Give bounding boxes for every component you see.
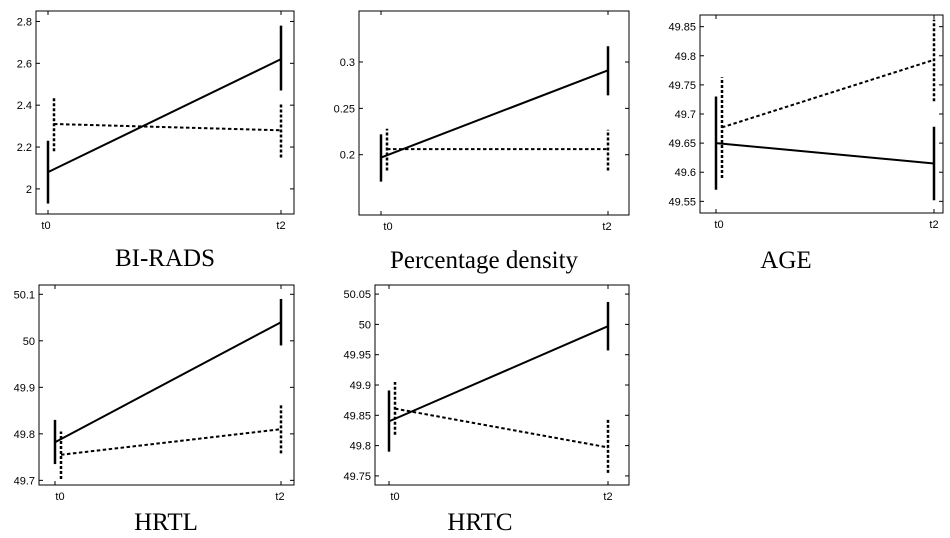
- chart-4-xtick-label: t0: [55, 491, 64, 503]
- chart-4-ytick-label: 49.9: [14, 382, 35, 394]
- chart-1-ytick-label: 2.4: [17, 100, 32, 112]
- chart-5-series-solid-line: [388, 325, 609, 423]
- chart-3-xtick-label: t2: [929, 219, 938, 231]
- chart-1-ytick-label: 2.6: [17, 58, 32, 70]
- chart-3-frame: [699, 14, 944, 214]
- chart-5-ytick-label: 49.85: [343, 410, 371, 422]
- chart-5-xtick-label: t0: [390, 491, 399, 503]
- chart-5-xtick-label: t2: [603, 491, 612, 503]
- chart-3: 49.55 49.6 49.65 49.7 49.75 49.8 49.85 t0 t2 AGE: [668, 14, 944, 274]
- chart-1-ytick-label: 2.2: [17, 142, 32, 154]
- chart-4-xtick-label: t2: [275, 491, 284, 503]
- chart-4-ytick-label: 49.7: [14, 475, 35, 487]
- chart-1-series-dashed-line: [53, 123, 282, 132]
- chart-4: 49.7 49.8 49.9 50 50.1 t0 t2 HRTL: [14, 284, 295, 536]
- chart-4-ytick-label: 49.8: [14, 429, 35, 441]
- chart-3-ytick-label: 49.85: [668, 22, 696, 34]
- chart-3-ytick-label: 49.8: [675, 51, 696, 63]
- chart-2-ytick-label: 0.3: [340, 57, 355, 69]
- chart-5-series-dashed-line: [394, 407, 609, 449]
- chart-5-title: HRTC: [447, 509, 512, 536]
- chart-1-ytick-label: 2: [26, 184, 32, 196]
- chart-2-xtick-label: t0: [383, 221, 392, 233]
- chart-4-series-dashed-line: [60, 428, 282, 456]
- chart-1-xtick-label: t2: [276, 220, 285, 232]
- chart-2-series-solid-line: [380, 69, 609, 159]
- chart-3-series-dashed-line: [721, 58, 935, 129]
- chart-4-frame: [38, 284, 295, 486]
- chart-5-ytick-label: 49.95: [343, 350, 371, 362]
- chart-3-ytick-label: 49.6: [675, 167, 696, 179]
- chart-2-title: Percentage density: [390, 247, 579, 274]
- chart-5-ytick-label: 50: [359, 319, 371, 331]
- chart-5-ytick-label: 49.9: [350, 380, 371, 392]
- chart-1-series-solid-line: [47, 58, 282, 174]
- chart-1-ytick-label: 2.8: [17, 16, 32, 28]
- chart-5-ytick-label: 49.8: [350, 441, 371, 453]
- chart-2: 0.2 0.25 0.3 t0 t2 Percentage density: [334, 10, 630, 274]
- chart-2-ytick-label: 0.25: [334, 103, 355, 115]
- chart-4-series-solid-line: [54, 321, 282, 444]
- chart-2-frame: [358, 10, 630, 216]
- chart-5-frame: [374, 284, 630, 486]
- chart-1-xtick-label: t0: [41, 220, 50, 232]
- chart-1: 2 2.2 2.4 2.6 2.8 t0 t2 BI-RADS: [17, 10, 295, 272]
- chart-3-ytick-label: 49.65: [668, 138, 696, 150]
- chart-3-ytick-label: 49.55: [668, 196, 696, 208]
- chart-1-title: BI-RADS: [115, 245, 215, 272]
- chart-3-xtick-label: t0: [714, 219, 723, 231]
- chart-2-ytick-label: 0.2: [340, 150, 355, 162]
- chart-1-frame: [35, 10, 295, 215]
- chart-3-ytick-label: 49.75: [668, 80, 696, 92]
- chart-4-ytick-label: 50.1: [14, 289, 35, 301]
- chart-2-xtick-label: t2: [602, 221, 611, 233]
- chart-4-title: HRTL: [134, 509, 198, 536]
- chart-4-ytick-label: 50: [23, 336, 35, 348]
- chart-5-ytick-label: 50.05: [343, 289, 371, 301]
- chart-5-ytick-label: 49.75: [343, 471, 371, 483]
- chart-3-series-solid-line: [715, 142, 935, 165]
- chart-3-ytick-label: 49.7: [675, 109, 696, 121]
- chart-3-title: AGE: [760, 247, 811, 274]
- chart-5: 49.75 49.8 49.85 49.9 49.95 50 50.05 t0 t2 HRTC: [343, 284, 630, 536]
